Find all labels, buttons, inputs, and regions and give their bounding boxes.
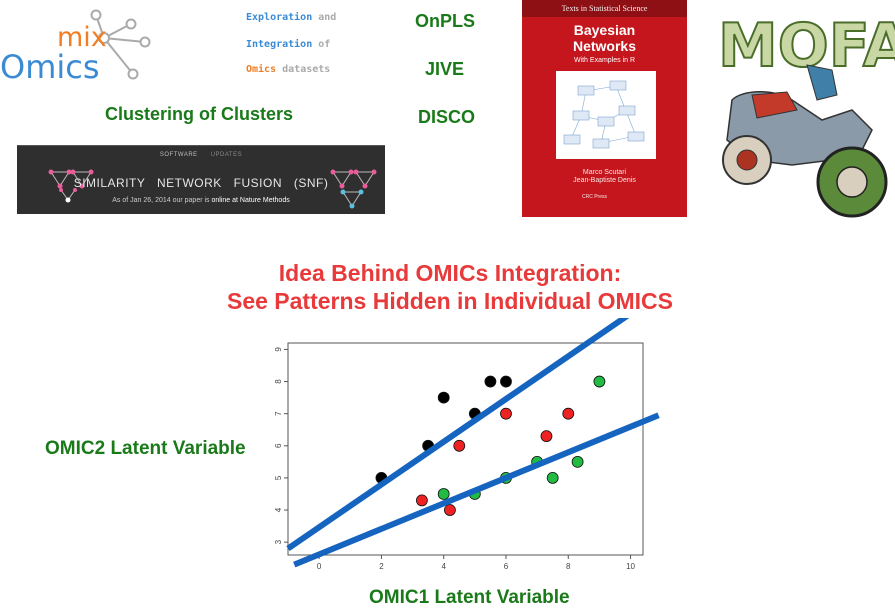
data-point: [444, 504, 456, 516]
x-tick-label: 0: [317, 562, 322, 571]
book-publisher: CRC Press: [582, 194, 608, 200]
snf-title: SIMILARITY NETWORK FUSION (SNF): [73, 176, 329, 190]
y-tick-label: 5: [274, 475, 283, 480]
y-tick-label: 3: [274, 539, 283, 544]
network-triangle-icon: [353, 169, 377, 189]
network-triangle-icon: [330, 169, 354, 189]
snf-banner: SOFTWARE UPDATES SIMILARITY NETWORK FUSI…: [17, 145, 385, 214]
plot-frame: [287, 342, 644, 556]
trend-line: [286, 318, 630, 552]
data-point: [593, 375, 606, 388]
jive-label: JIVE: [425, 59, 465, 79]
data-point: [546, 472, 559, 484]
data-point: [416, 494, 428, 507]
tagline-line-3: Omics datasets: [246, 64, 331, 75]
book-subtitle: With Examples in R: [573, 57, 636, 64]
data-point: [437, 391, 450, 404]
book-title-line-1: Bayesian: [573, 22, 636, 38]
y-tick-label: 9: [274, 347, 283, 352]
onpls-label: OnPLS: [415, 11, 476, 31]
y-tick-label: 6: [274, 443, 283, 448]
data-point: [500, 375, 512, 388]
data-point: [562, 407, 575, 420]
y-tick-label: 8: [274, 379, 283, 384]
disco-label: DISCO: [418, 107, 476, 127]
tagline-line-1: Exploration and: [246, 12, 337, 23]
network-triangle-icon: [70, 169, 94, 189]
scatter-plot: 0 2 4 6 8 10 3 4 5 6 7 8 9: [274, 318, 660, 571]
book-title-line-2: Networks: [572, 38, 637, 54]
x-tick-label: 8: [566, 562, 571, 571]
mofa-logo-text: MOFA: [718, 11, 895, 81]
data-point: [484, 375, 497, 388]
network-triangle-icon: [340, 189, 364, 209]
data-point: [453, 439, 466, 452]
x-tick-label: 2: [379, 562, 384, 571]
logo-omics-text: Omics: [0, 48, 100, 84]
y-axis-title: OMIC2 Latent Variable: [45, 438, 246, 459]
data-point: [437, 488, 450, 500]
book-author-1: Marco Scutari: [582, 169, 627, 176]
mofa-logo: MOFA: [717, 10, 895, 218]
y-tick-label: 7: [274, 411, 283, 416]
scooter-icon: [722, 64, 888, 218]
tagline-line-2: Integration of: [246, 39, 331, 50]
network-diagram-figure: [556, 71, 656, 159]
x-tick-label: 4: [441, 562, 446, 571]
x-tick-label: 6: [504, 562, 509, 571]
trend-line: [293, 412, 660, 568]
snf-nav: SOFTWARE UPDATES: [17, 152, 385, 158]
nature-methods-link[interactable]: online at Nature Methods: [211, 197, 290, 204]
network-triangle-icon: [48, 169, 72, 189]
headline-line-2: See Patterns Hidden in Individual OMICS: [226, 288, 674, 314]
logo-mix-text: mix: [57, 22, 107, 53]
network-node-icon: [59, 188, 77, 203]
data-point: [571, 455, 584, 468]
snf-subtitle: As of Jan 26, 2014 our paper is online a…: [112, 197, 290, 204]
x-tick-label: 10: [626, 562, 635, 571]
snf-nav-software[interactable]: SOFTWARE: [159, 152, 198, 158]
x-axis-title: OMIC1 Latent Variable: [369, 587, 570, 608]
book-series: Texts in Statistical Science: [522, 0, 687, 17]
clustering-of-clusters-label: Clustering of Clusters: [105, 104, 294, 124]
headline-line-1: Idea Behind OMICs Integration:: [278, 260, 622, 286]
data-point: [500, 407, 512, 420]
mixomics-logo: mix Omics: [0, 9, 151, 84]
data-point: [540, 430, 553, 443]
bayesian-networks-book-cover: Texts in Statistical Science Bayesian Ne…: [522, 0, 687, 217]
network-icon: [90, 9, 151, 80]
y-tick-label: 4: [274, 507, 283, 512]
snf-nav-updates[interactable]: UPDATES: [210, 152, 243, 158]
book-author-2: Jean-Baptiste Denis: [573, 177, 636, 184]
